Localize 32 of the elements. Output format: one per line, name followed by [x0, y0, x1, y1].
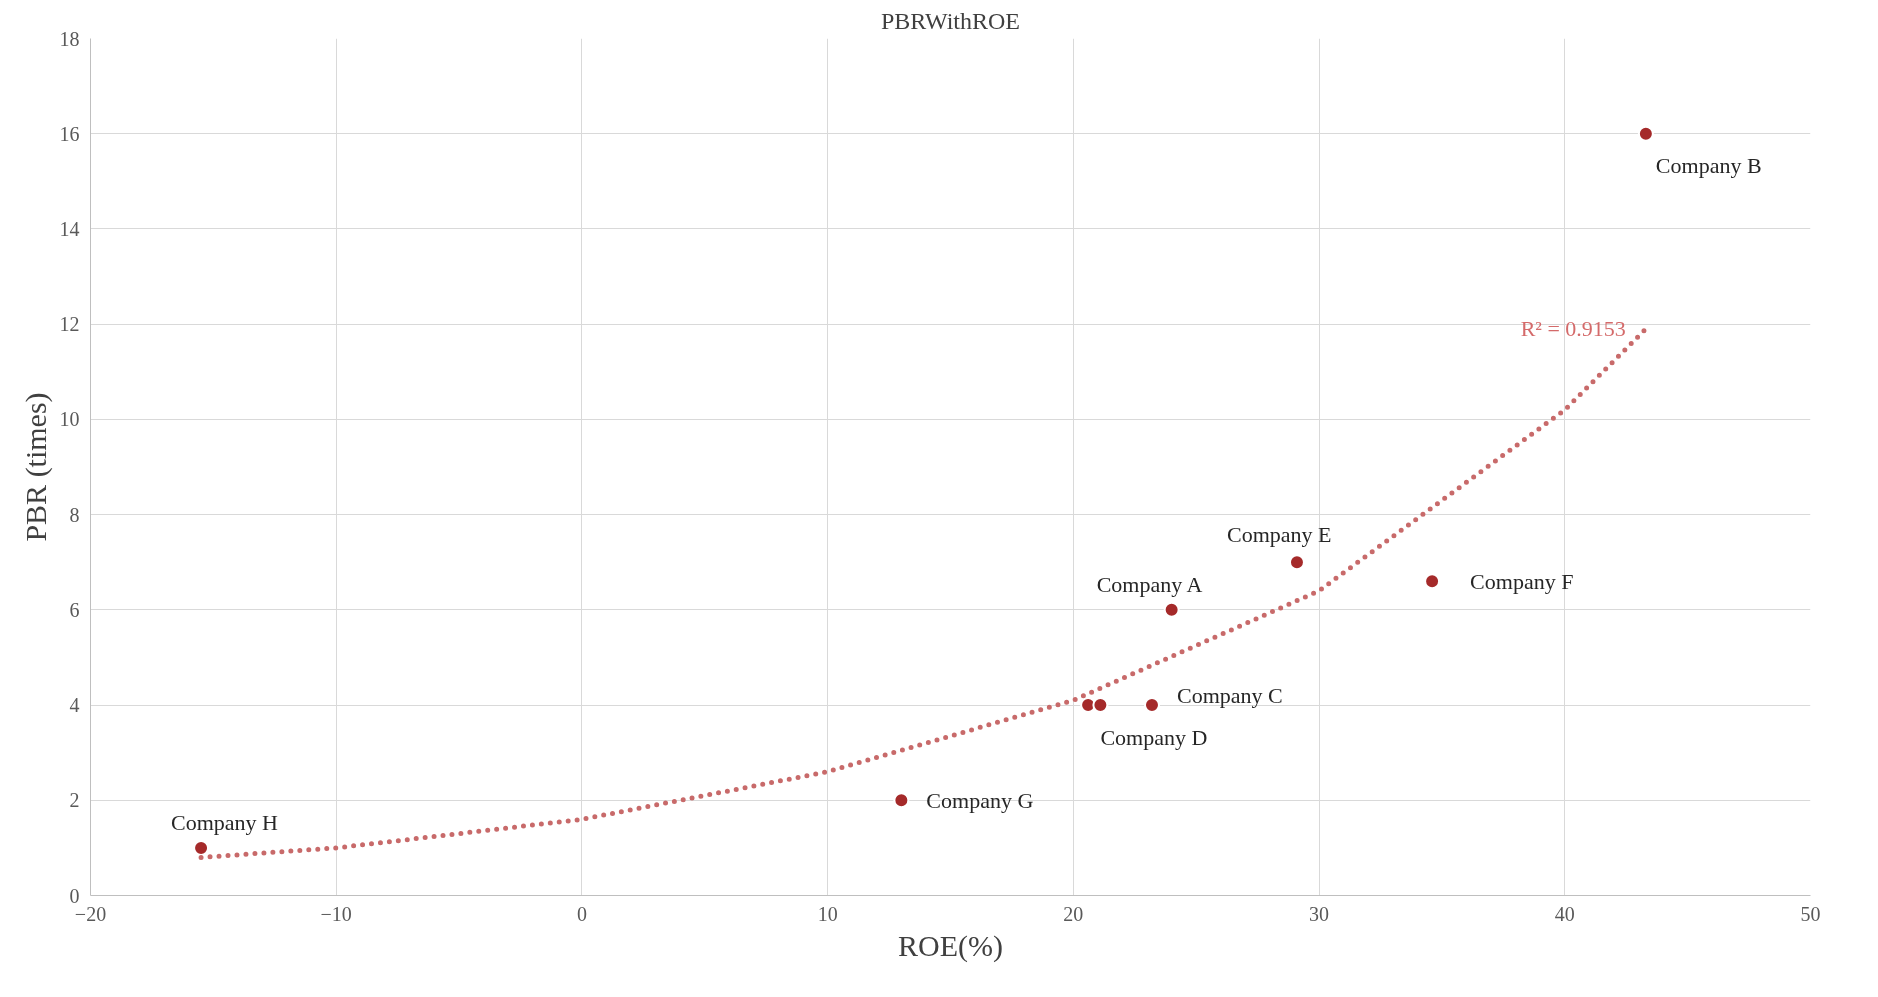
- y-tick-label: 10: [59, 408, 80, 431]
- annotation: Company D: [1100, 724, 1208, 750]
- annotation: Company E: [1226, 521, 1332, 547]
- x-tick-label: 30: [1309, 902, 1330, 925]
- annotation: Company H: [171, 810, 279, 836]
- y-tick-label: 8: [69, 503, 80, 526]
- annotation: Company B: [1655, 153, 1762, 179]
- x-tick-label: 20: [1063, 902, 1084, 925]
- x-tick-label: 40: [1554, 902, 1575, 925]
- x-tick-label: 0: [576, 902, 587, 925]
- x-tick-label: 10: [817, 902, 838, 925]
- point: [893, 792, 910, 809]
- chart-title: PBRWithROE: [880, 7, 1021, 34]
- y-axis-title: PBR (times): [18, 392, 53, 542]
- annotation: Company C: [1176, 682, 1283, 708]
- annotation: Company F: [1470, 568, 1574, 594]
- y-tick-label: 18: [59, 27, 80, 50]
- annotation: Company G: [926, 787, 1034, 813]
- y-tick-label: 12: [59, 313, 80, 336]
- x-axis-title: ROE(%): [898, 928, 1003, 963]
- y-tick-label: 4: [69, 694, 80, 717]
- annotation: Company A: [1096, 572, 1203, 598]
- y-tick-label: 6: [69, 598, 80, 621]
- y-tick-label: 16: [59, 122, 80, 145]
- x-tick-label: 50: [1800, 902, 1821, 925]
- annotation: R² = 0.9153: [1520, 316, 1626, 342]
- x-tick-label: −10: [320, 902, 352, 925]
- point: [1424, 573, 1441, 590]
- y-tick-label: 14: [59, 217, 80, 240]
- point: [1163, 601, 1180, 618]
- y-tick-label: 2: [69, 789, 80, 812]
- point: [1637, 125, 1654, 142]
